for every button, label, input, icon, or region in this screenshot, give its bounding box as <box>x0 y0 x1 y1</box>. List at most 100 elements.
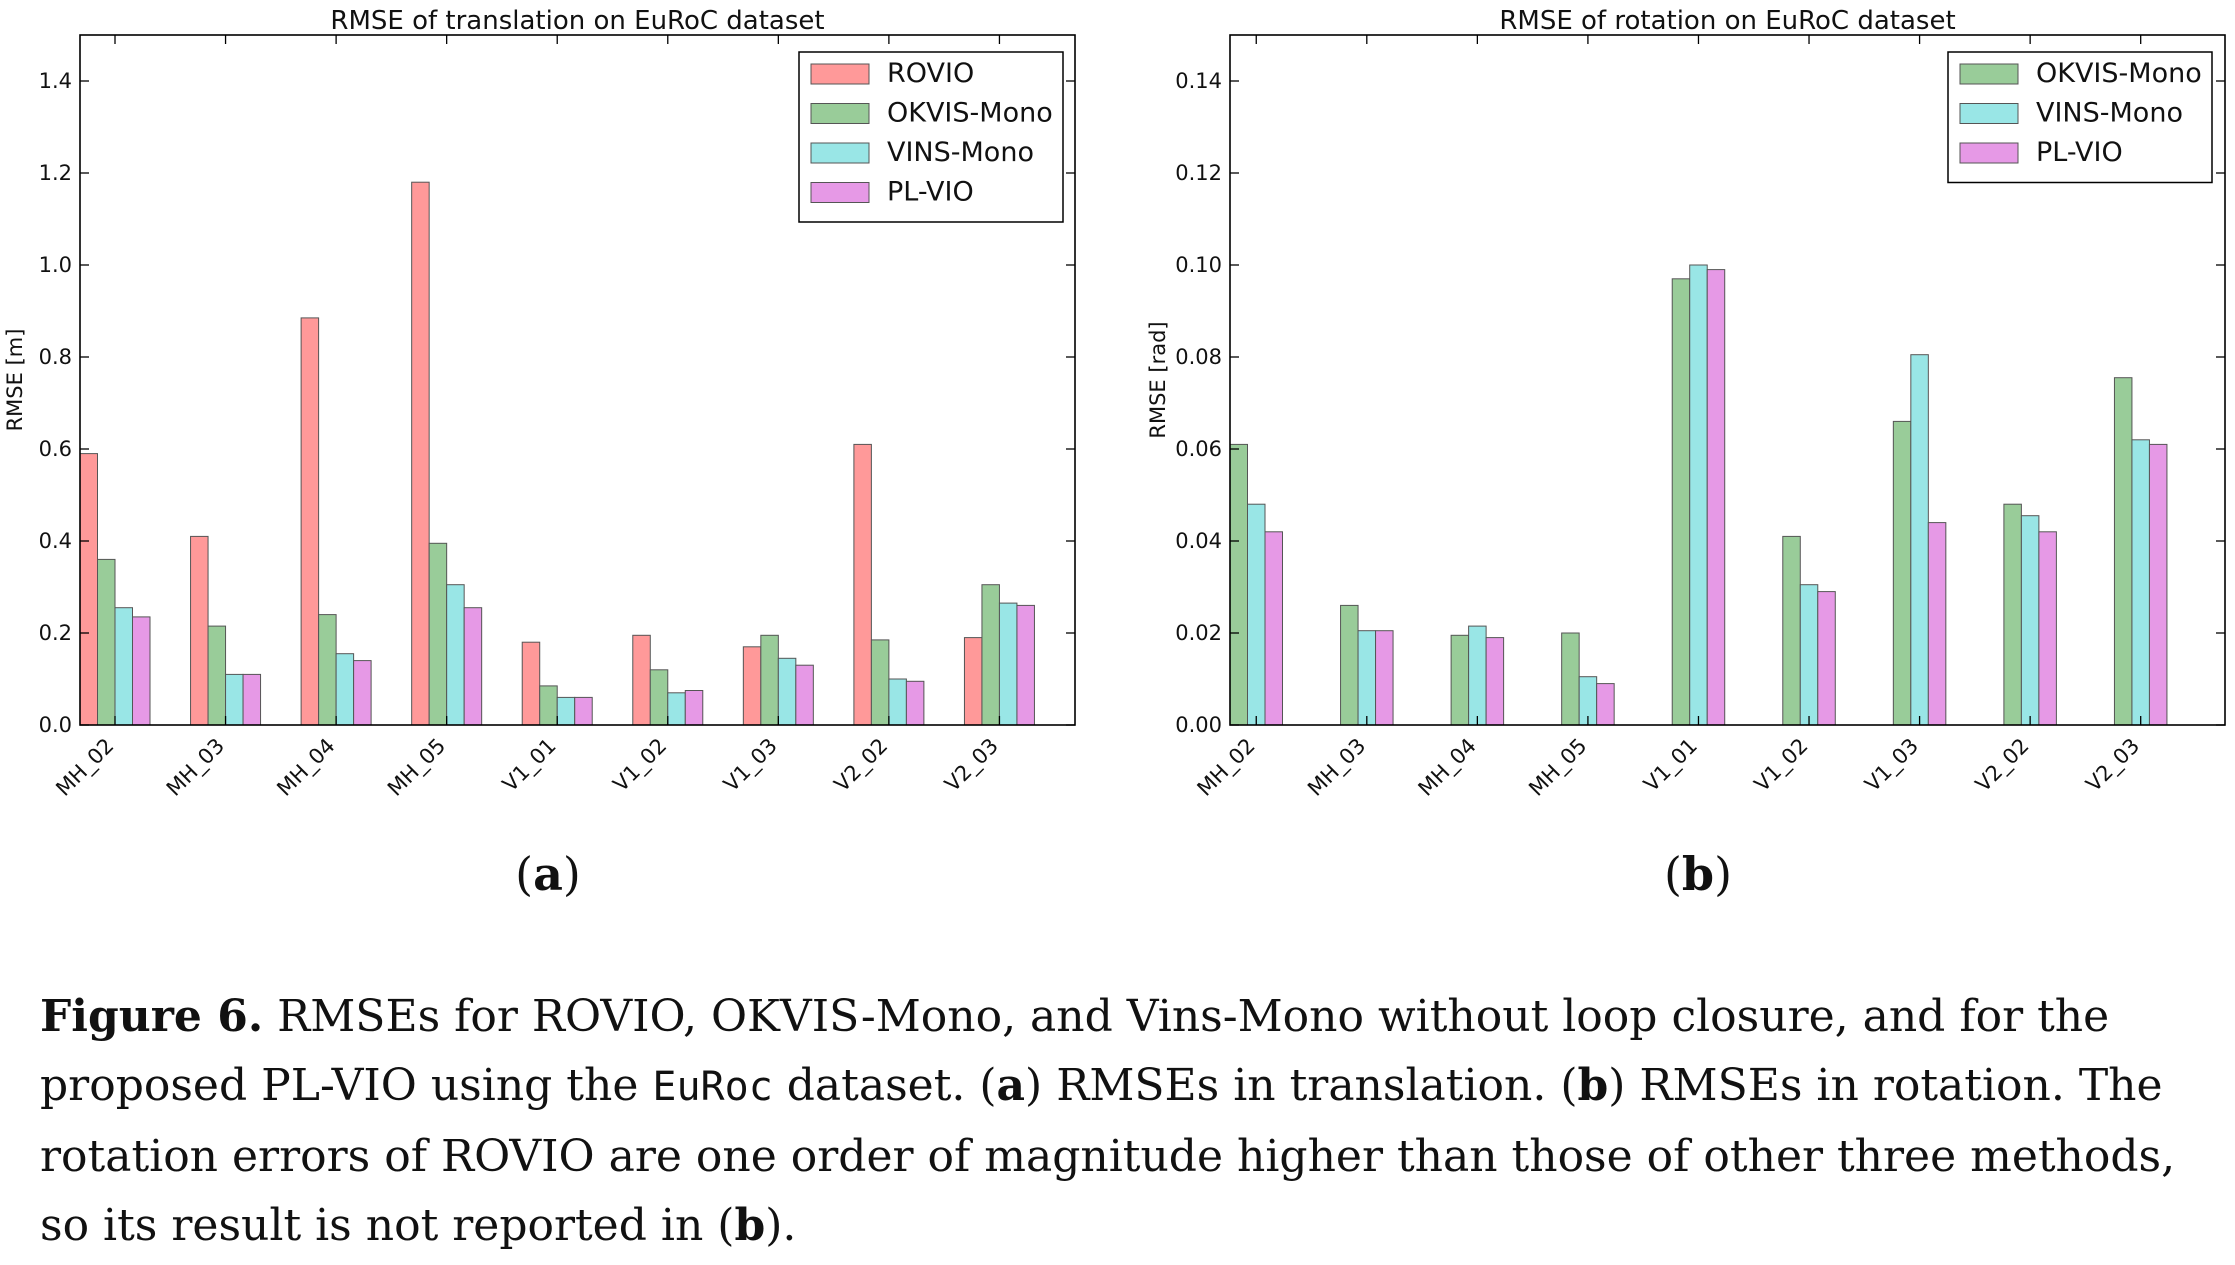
panel-a-x-tick-label: MH_03 <box>162 734 230 802</box>
panel-a-chart-title: RMSE of translation on EuRoC dataset <box>330 6 824 36</box>
panel-b-bar-vins-mono-v1_01 <box>1689 264 1708 726</box>
panel-b-x-tick-label: MH_03 <box>1303 734 1371 802</box>
panel-a-bar-okvis-mono-v1_02 <box>649 669 669 726</box>
panel-a-legend-label-okvis-mono: OKVIS-Mono <box>887 98 1053 129</box>
panel-a-bar-rovio-v1_01 <box>521 641 541 726</box>
panel-a-bar-okvis-mono-v2_03 <box>981 584 1000 726</box>
panel-a-x-tick-label: V1_03 <box>719 734 783 798</box>
panel-a-bar-rovio-v1_03 <box>742 646 762 726</box>
panel-a-bar-pl-vio-v2_02 <box>905 680 925 726</box>
panel-a-legend-label-vins-mono: VINS-Mono <box>887 137 1034 168</box>
panel-a-legend-swatch-okvis-mono <box>810 103 870 124</box>
panel-a-bar-rovio-v2_02 <box>853 443 872 726</box>
panel-a-bar-vins-mono-mh_04 <box>335 653 355 726</box>
panel-b-bar-pl-vio-v1_03 <box>1927 522 1947 726</box>
panel-b-legend-swatch-okvis-mono <box>1959 63 2019 85</box>
panel-b-y-axis-label: RMSE [rad] <box>1146 321 1170 438</box>
panel-a-y-tick-label: 1.0 <box>39 253 72 277</box>
panel-b-bar-vins-mono-mh_02 <box>1247 503 1266 726</box>
panel-b-legend-swatch-vins-mono <box>1959 103 2019 124</box>
panel-a-bar-okvis-mono-v2_02 <box>870 639 890 726</box>
panel-a-y-tick-label: 0.8 <box>39 345 72 369</box>
panel-a-legend-label-pl-vio: PL-VIO <box>887 177 974 208</box>
panel-a-bar-rovio-mh_04 <box>300 317 320 726</box>
caption-text-4: ) RMSEs in rotation. The rotation errors… <box>40 1060 2176 1251</box>
panel-b-bar-pl-vio-mh_04 <box>1485 637 1505 726</box>
panel-a-bar-vins-mono-v1_01 <box>556 696 576 726</box>
panel-b-y-tick-label: 0.06 <box>1175 437 1222 461</box>
panel-a-bar-okvis-mono-mh_04 <box>318 614 337 726</box>
panel-b-bar-okvis-mono-v1_02 <box>1782 535 1801 726</box>
panel-b-bar-pl-vio-mh_02 <box>1264 531 1283 726</box>
panel-b-bar-okvis-mono-mh_05 <box>1561 632 1580 726</box>
panel-b-x-tick-label: V1_02 <box>1750 734 1814 798</box>
panel-b-legend-label-vins-mono: VINS-Mono <box>2036 98 2183 129</box>
caption-text-2: dataset. ( <box>772 1060 997 1111</box>
panel-a-x-tick-label: MH_04 <box>272 734 340 802</box>
panel-a-bar-pl-vio-mh_02 <box>132 616 151 726</box>
panel-a-bar-vins-mono-v2_02 <box>888 678 907 726</box>
panel-a-x-tick-label: V1_02 <box>608 734 672 798</box>
panel-a-bar-okvis-mono-mh_03 <box>207 625 227 726</box>
panel-a-y-tick-label: 1.4 <box>39 69 72 93</box>
panel-b-x-tick-label: V1_01 <box>1639 734 1703 798</box>
panel-a-bar-okvis-mono-v1_03 <box>760 634 779 726</box>
panel-b-bar-vins-mono-v1_02 <box>1799 584 1819 726</box>
panel-b-x-tick-label: MH_02 <box>1193 734 1261 802</box>
panel-a-bar-pl-vio-v2_03 <box>1016 604 1035 726</box>
panel-a-legend-label-rovio: ROVIO <box>887 58 974 89</box>
panel-a-x-tick-label: MH_02 <box>51 734 119 802</box>
panel-b-bar-pl-vio-mh_05 <box>1596 683 1615 726</box>
panel-b-chart-title: RMSE of rotation on EuRoC dataset <box>1499 6 1955 36</box>
panel-a-bar-okvis-mono-v1_01 <box>539 685 558 726</box>
panel-b-bar-vins-mono-mh_03 <box>1357 630 1377 726</box>
panel-b-x-tick-label: MH_05 <box>1524 734 1592 802</box>
panel-b-bar-pl-vio-mh_03 <box>1375 630 1394 726</box>
panel-a-bar-pl-vio-v1_03 <box>795 664 814 726</box>
panel-a-bar-rovio-v2_03 <box>963 637 983 726</box>
panel-b-bar-vins-mono-v2_02 <box>2020 515 2040 726</box>
panel-b-legend-label-okvis-mono: OKVIS-Mono <box>2036 58 2202 89</box>
panel-b-legend-label-pl-vio: PL-VIO <box>2036 137 2123 168</box>
panel-a-bar-pl-vio-mh_05 <box>463 607 483 726</box>
figure-label: Figure 6. <box>40 991 264 1042</box>
panel-a-bar-rovio-mh_02 <box>79 453 98 726</box>
panel-a-bar-rovio-mh_05 <box>411 181 430 726</box>
panel-a-bar-vins-mono-v1_03 <box>777 657 797 726</box>
panel-a-legend-swatch-vins-mono <box>810 142 870 164</box>
panel-a-y-tick-label: 0.2 <box>39 621 72 645</box>
panel-a-bar-pl-vio-mh_04 <box>353 660 372 726</box>
panel-a-bar-rovio-mh_03 <box>190 535 209 726</box>
panel-b-bar-vins-mono-v1_03 <box>1910 354 1929 726</box>
panel-b-y-tick-label: 0.08 <box>1175 345 1222 369</box>
panel-b-bar-okvis-mono-v1_03 <box>1892 420 1912 726</box>
panel-a-x-tick-label: V2_02 <box>830 734 894 798</box>
panel-b-sub-caption: (b) <box>1664 847 1732 901</box>
panel-b-bar-pl-vio-v1_02 <box>1817 591 1836 726</box>
panel-b-y-tick-label: 0.12 <box>1175 161 1222 185</box>
panel-b-bar-vins-mono-mh_04 <box>1468 625 1487 726</box>
panel-b-bar-okvis-mono-mh_04 <box>1450 634 1470 726</box>
panel-a-y-tick-label: 1.2 <box>39 161 72 185</box>
caption-ref-b: b <box>1577 1060 1609 1111</box>
dataset-name: EuRoc <box>652 1064 773 1110</box>
panel-a-bar-vins-mono-mh_03 <box>225 673 244 726</box>
panel-b-x-tick-label: MH_04 <box>1414 734 1482 802</box>
panel-b-bar-pl-vio-v1_01 <box>1706 269 1726 726</box>
panel-a-sub-caption: (a) <box>515 847 581 901</box>
figure-charts: RMSE of translation on EuRoC dataset RMSE… <box>3 6 2226 901</box>
panel-a-legend-swatch-rovio <box>810 63 870 85</box>
panel-b-legend-swatch-pl-vio <box>1959 142 2019 164</box>
caption-text-5: ). <box>765 1200 797 1251</box>
panel-a-y-axis-label: RMSE [m] <box>3 329 27 432</box>
panel-a-bar-rovio-v1_02 <box>632 634 651 726</box>
panel-a-bar-vins-mono-v1_02 <box>667 692 686 726</box>
panel-b-plot-frame <box>1229 34 2226 726</box>
panel-b-bar-pl-vio-v2_02 <box>2038 531 2057 726</box>
panel-a-bar-pl-vio-v1_01 <box>574 696 593 726</box>
panel-b-bar-okvis-mono-v2_03 <box>2113 377 2133 726</box>
panel-a-bar-okvis-mono-mh_05 <box>428 542 448 726</box>
panel-a-x-tick-label: V2_03 <box>940 734 1004 798</box>
panel-a-bar-vins-mono-mh_05 <box>446 584 465 726</box>
panel-b-bar-vins-mono-v2_03 <box>2131 439 2150 726</box>
